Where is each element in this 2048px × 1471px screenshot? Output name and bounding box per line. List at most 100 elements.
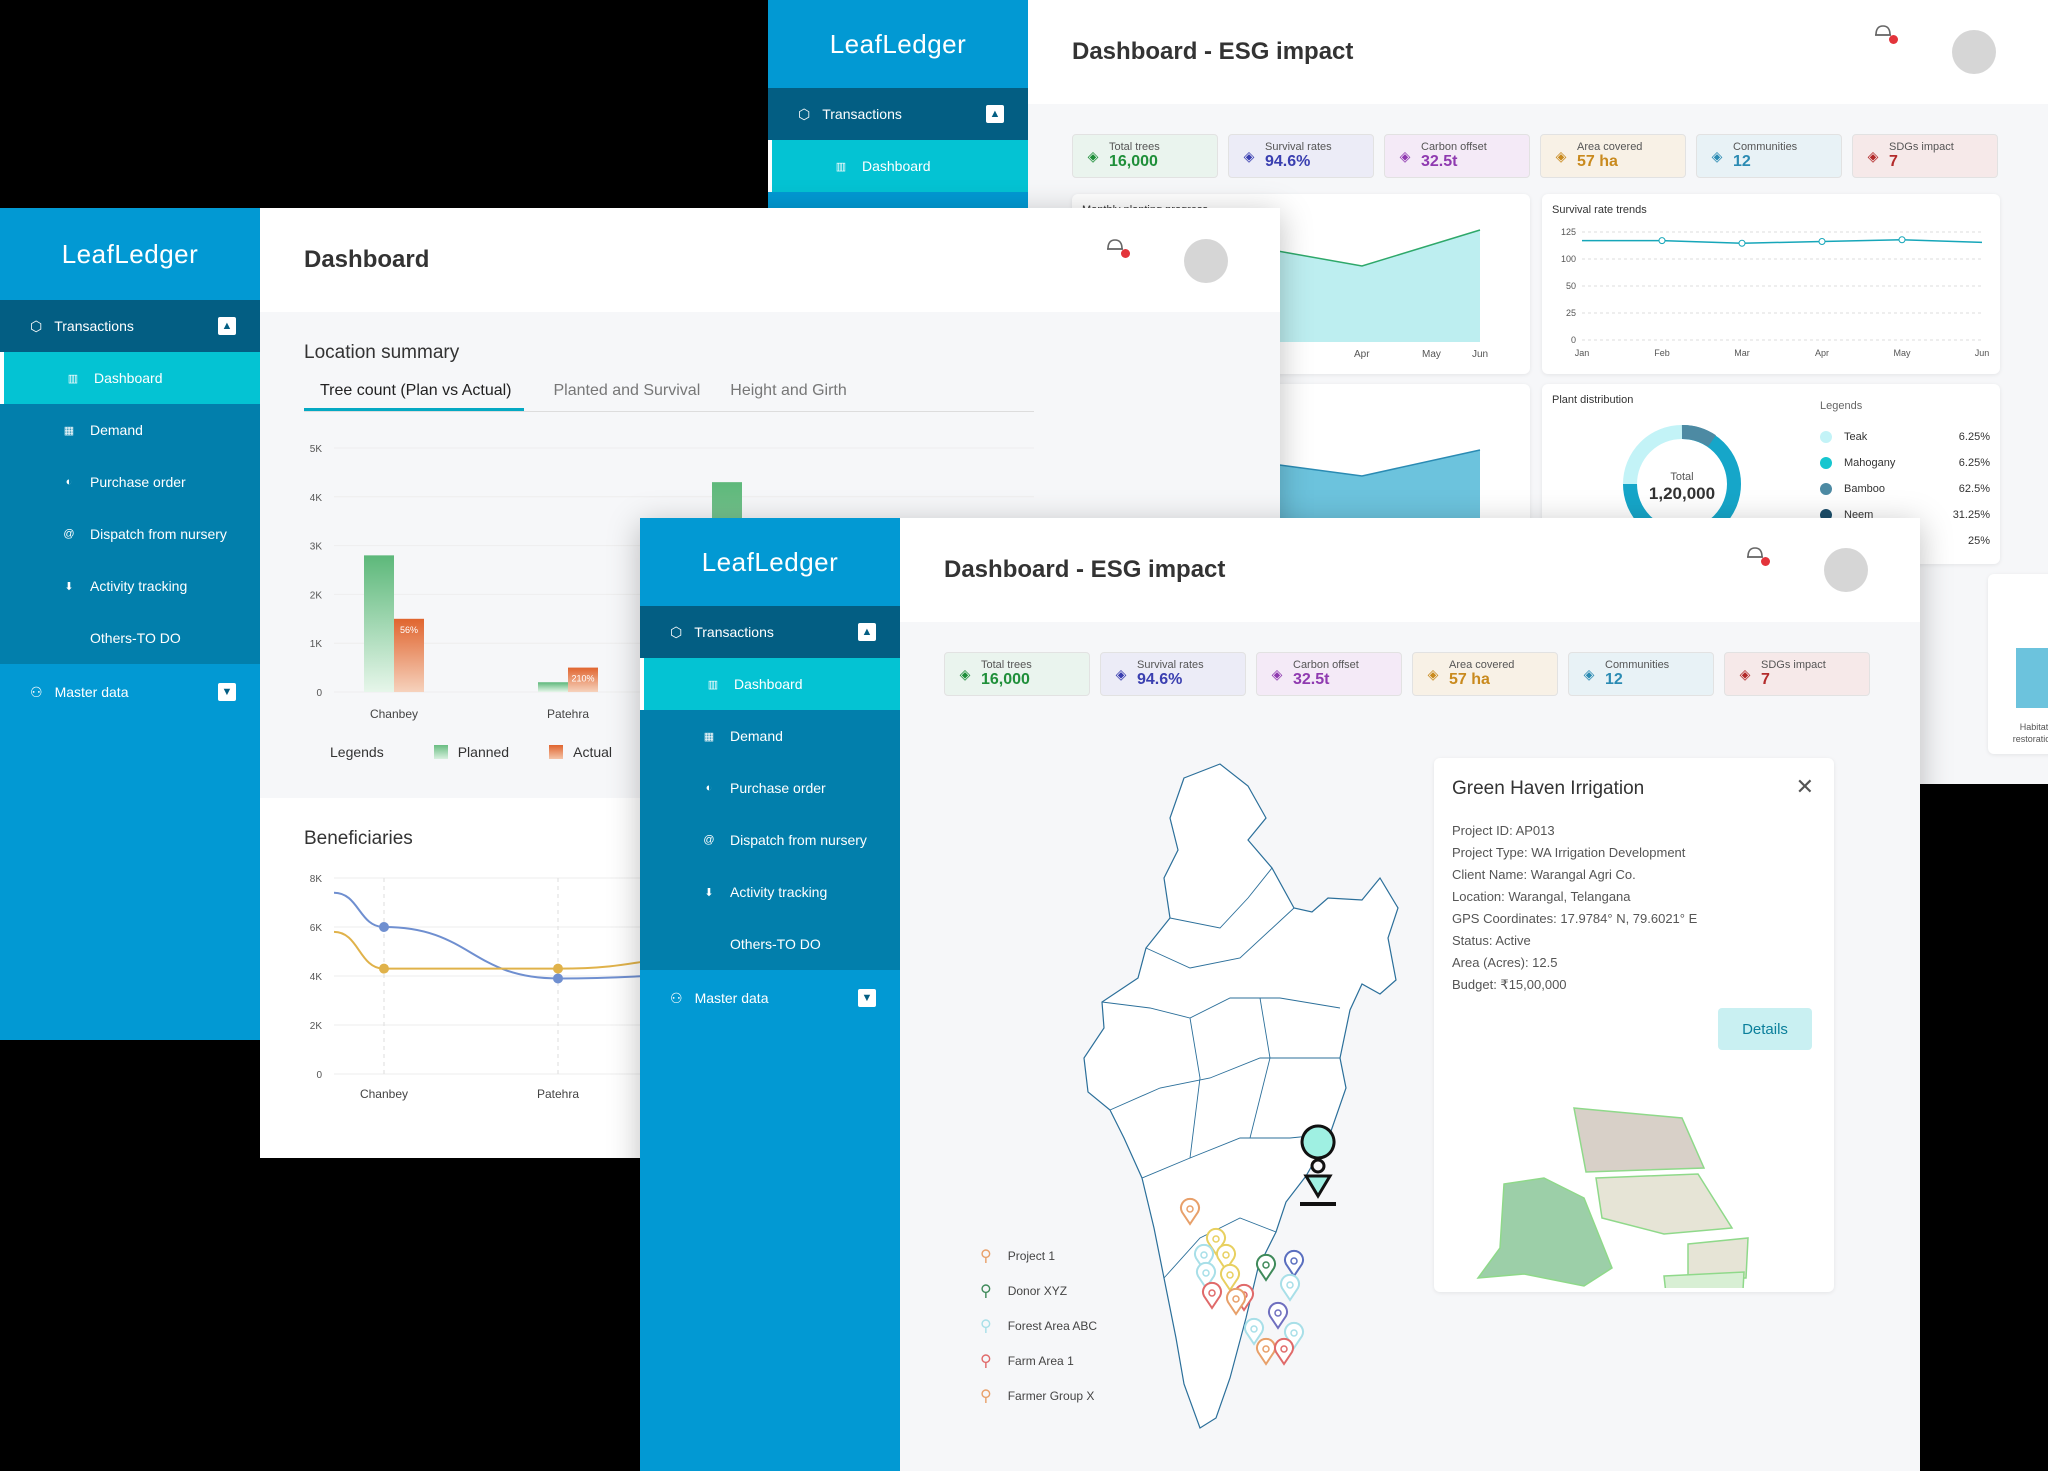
nav-purchase-order[interactable]: ◐ Purchase order <box>640 762 900 814</box>
survival-trend-title: Survival rate trends <box>1552 204 1647 216</box>
avatar[interactable] <box>1184 239 1228 283</box>
map-pin-icon <box>1216 1243 1236 1272</box>
plot-polygon <box>1595 1173 1734 1235</box>
kpi-card[interactable]: ◈ Carbon offset 32.5t <box>1256 652 1402 696</box>
series-point <box>553 973 563 984</box>
tab-tree-count[interactable]: Tree count (Plan vs Actual) <box>304 382 524 411</box>
nav-label: Others-TO DO <box>730 936 821 952</box>
map-legend-item[interactable]: ⚲ Donor XYZ <box>980 1273 1097 1308</box>
map-pin-icon <box>1180 1197 1200 1226</box>
circle-icon: ◐ <box>65 476 73 488</box>
nav-dashboard[interactable]: ▥ Dashboard <box>768 140 1028 192</box>
y-tick: 0 <box>316 688 322 699</box>
location-summary-title: Location summary <box>304 342 460 363</box>
chevron-down-icon[interactable]: ▼ <box>858 989 876 1007</box>
kpi-value: 94.6% <box>1137 671 1183 688</box>
popup-info-row: Location: Warangal, Telangana <box>1452 889 1631 904</box>
nav-master-data[interactable]: ⚇ Master data ▼ <box>0 664 260 720</box>
nav-transactions[interactable]: ⬡ Transactions ▲ <box>0 300 260 352</box>
kpi-card[interactable]: ◈ SDGs impact 7 <box>1852 134 1998 178</box>
actual-bar <box>394 618 424 692</box>
nav-transactions[interactable]: ⬡ Transactions ▲ <box>768 88 1028 140</box>
y-tick: 125 <box>1561 227 1576 237</box>
nav-demand[interactable]: ▦ Demand <box>640 710 900 762</box>
kpi-label: Carbon offset <box>1421 141 1487 153</box>
map-pin-icon: ⚲ <box>980 1282 992 1300</box>
bell-icon[interactable] <box>1872 20 1898 44</box>
nav-demand[interactable]: ▦ Demand <box>0 404 260 456</box>
community-icon: ◈ <box>1711 147 1723 164</box>
legend-item: Mahogany 6.25% <box>1820 450 1990 476</box>
avatar[interactable] <box>1952 30 1996 74</box>
circle-icon: ◐ <box>705 782 713 794</box>
nav-dashboard[interactable]: ▥ Dashboard <box>0 352 260 404</box>
kpi-card[interactable]: ◈ Communities 12 <box>1696 134 1842 178</box>
nav-dispatch[interactable]: @ Dispatch from nursery <box>0 508 260 560</box>
avatar[interactable] <box>1824 548 1868 592</box>
project-popup: Green Haven Irrigation ✕ Project ID: AP0… <box>1434 758 1834 1292</box>
tab-planted-survival[interactable]: Planted and Survival <box>553 382 701 399</box>
nav-others[interactable]: Others-TO DO <box>0 612 260 664</box>
state-borders <box>1101 867 1341 1279</box>
bell-icon[interactable] <box>1744 542 1770 566</box>
india-map[interactable] <box>1080 758 1440 1438</box>
nav-label: Dashboard <box>734 676 803 692</box>
map-pin-icon <box>1220 1263 1240 1292</box>
map-legend-item[interactable]: ⚲ Project 1 <box>980 1238 1097 1273</box>
chevron-up-icon[interactable]: ▲ <box>986 105 1004 123</box>
kpi-card[interactable]: ◈ Carbon offset 32.5t <box>1384 134 1530 178</box>
plot-polygons[interactable] <box>1464 1078 1794 1288</box>
nav-label: Dispatch from nursery <box>730 832 867 848</box>
map-legend-item[interactable]: ⚲ Farm Area 1 <box>980 1343 1097 1378</box>
thermometer-icon: ◈ <box>1739 665 1751 682</box>
map-legend-item[interactable]: ⚲ Farmer Group X <box>980 1378 1097 1413</box>
nav-master-data[interactable]: ⚇ Master data ▼ <box>640 970 900 1026</box>
donut-total-label: Total <box>1670 471 1693 483</box>
legend-swatch <box>1820 483 1832 495</box>
kpi-card[interactable]: ◈ Area covered 57 ha <box>1412 652 1558 696</box>
nav-label: Activity tracking <box>730 884 828 900</box>
map-pin-icon <box>1284 1321 1304 1350</box>
planned-swatch <box>433 745 448 759</box>
plot-polygon <box>1687 1237 1749 1279</box>
chevron-up-icon[interactable]: ▲ <box>858 623 876 641</box>
map-legend-item[interactable]: ⚲ Forest Area ABC <box>980 1308 1097 1343</box>
tab-height-girth[interactable]: Height and Girth <box>730 382 847 399</box>
map-pin-icon <box>1280 1273 1300 1302</box>
kpi-card[interactable]: ◈ Area covered 57 ha <box>1540 134 1686 178</box>
nav-purchase-order[interactable]: ◐ Purchase order <box>0 456 260 508</box>
kpi-card[interactable]: ◈ SDGs impact 7 <box>1724 652 1870 696</box>
nav-activity[interactable]: ⬇ Activity tracking <box>0 560 260 612</box>
kpi-label: Total trees <box>981 659 1032 671</box>
map-legend-label: Forest Area ABC <box>1007 1318 1098 1333</box>
details-button[interactable]: Details <box>1718 1008 1812 1050</box>
bell-icon[interactable] <box>1104 234 1130 258</box>
kpi-label: Area covered <box>1577 141 1643 153</box>
kpi-card[interactable]: ◈ Survival rates 94.6% <box>1100 652 1246 696</box>
kpi-card[interactable]: ◈ Total trees 16,000 <box>1072 134 1218 178</box>
nav-activity[interactable]: ⬇ Activity tracking <box>640 866 900 918</box>
legend-name: Mahogany <box>1844 457 1896 469</box>
y-tick: 0 <box>316 1070 322 1081</box>
kpi-card[interactable]: ◈ Total trees 16,000 <box>944 652 1090 696</box>
sidebar: LeafLedger ⬡ Transactions ▲ ▥ Dashboard ▦… <box>640 518 900 1471</box>
nav-others[interactable]: Others-TO DO <box>640 918 900 970</box>
chevron-up-icon[interactable]: ▲ <box>218 317 236 335</box>
nav-dispatch[interactable]: @ Dispatch from nursery <box>640 814 900 866</box>
legend-name: Bamboo <box>1844 483 1885 495</box>
habitat-label-2: restoration <box>2013 734 2048 744</box>
kpi-card[interactable]: ◈ Communities 12 <box>1568 652 1714 696</box>
y-tick: 100 <box>1561 254 1576 264</box>
kpi-value: 57 ha <box>1577 153 1618 170</box>
chevron-down-icon[interactable]: ▼ <box>218 683 236 701</box>
kpi-card[interactable]: ◈ Survival rates 94.6% <box>1228 134 1374 178</box>
popup-title: Green Haven Irrigation <box>1452 778 1645 799</box>
close-icon[interactable]: ✕ <box>1795 774 1814 799</box>
nav-dashboard[interactable]: ▥ Dashboard <box>640 658 900 710</box>
nav-transactions[interactable]: ⬡ Transactions ▲ <box>640 606 900 658</box>
y-tick: 5K <box>310 444 323 455</box>
notification-dot <box>1121 249 1130 258</box>
popup-info-row: Project ID: AP013 <box>1452 823 1555 838</box>
survival-point <box>1818 238 1826 246</box>
india-outline <box>1083 763 1399 1429</box>
